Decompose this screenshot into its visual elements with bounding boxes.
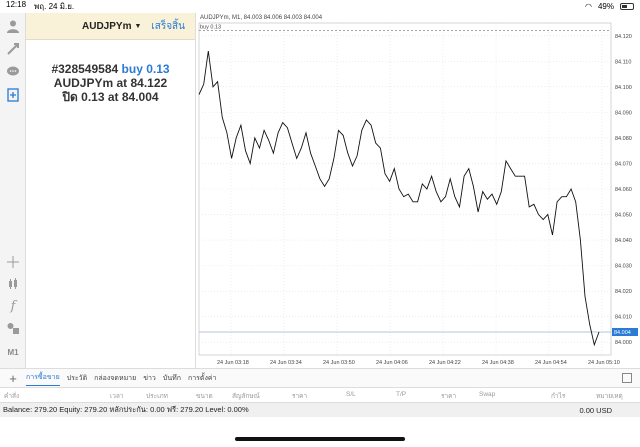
price-chart[interactable]: 84.120 84.110 84.100 84.090 84.080 84.070 84.0… bbox=[197, 13, 640, 368]
y-tick-label: 84.020 bbox=[615, 289, 632, 295]
price-line bbox=[198, 51, 600, 347]
status-time: 12:18 bbox=[6, 0, 27, 9]
left-toolbar: f M1 bbox=[0, 13, 26, 368]
x-tick-label: 24 Jun 04:22 bbox=[429, 360, 461, 366]
indicators-icon[interactable]: f bbox=[10, 298, 16, 314]
y-tick-label: 84.060 bbox=[615, 187, 632, 193]
x-tick-label: 24 Jun 05:10 bbox=[588, 360, 620, 366]
y-tick-label: 84.050 bbox=[615, 213, 632, 219]
current-price-badge bbox=[612, 328, 638, 337]
tab-news[interactable]: ข่าว bbox=[143, 374, 156, 382]
x-tick-label: 24 Jun 03:34 bbox=[270, 360, 302, 366]
wifi-icon: ◠ bbox=[585, 2, 592, 11]
col-time: เวลา bbox=[110, 393, 124, 400]
terminal-tabbar: + การซื้อขาย ประวัติ กล่องจดหมาย ข่าว บั… bbox=[0, 368, 640, 388]
current-price-label: 84.004 bbox=[614, 330, 631, 336]
order-panel-header: AUDJPYm ▼ เสร็จสิ้น bbox=[26, 13, 195, 40]
new-order-icon[interactable] bbox=[4, 86, 22, 104]
total-profit: 0.00 USD bbox=[579, 406, 612, 415]
add-icon[interactable]: + bbox=[9, 370, 17, 386]
y-tick-label: 84.010 bbox=[615, 315, 632, 321]
chat-icon[interactable] bbox=[4, 63, 22, 81]
col-swap: Swap bbox=[479, 391, 496, 398]
order-panel: AUDJPYm ▼ เสร็จสิ้น #328549584 buy 0.13 … bbox=[26, 13, 196, 368]
chart-svg: 84.120 84.110 84.100 84.090 84.080 84.070 84.0… bbox=[198, 22, 638, 366]
y-tick-label: 84.100 bbox=[615, 85, 632, 91]
col-current-price: ราคา bbox=[441, 393, 457, 400]
y-tick-label: 84.070 bbox=[615, 161, 632, 167]
orders-column-header: คำสั่ง เวลา ประเภท ขนาด สัญลักษณ์ ราคา S… bbox=[0, 388, 640, 402]
objects-icon[interactable] bbox=[4, 319, 22, 337]
order-type: buy 0.13 bbox=[121, 62, 170, 76]
y-tick-label: 84.090 bbox=[615, 110, 632, 116]
tab-trade[interactable]: การซื้อขาย bbox=[26, 370, 60, 386]
battery-icon bbox=[620, 3, 634, 10]
timeframe-m1[interactable]: M1 bbox=[7, 347, 19, 357]
col-sl: S/L bbox=[346, 391, 356, 398]
order-result: #328549584 buy 0.13 AUDJPYm at 84.122 ปิ… bbox=[26, 62, 195, 104]
trade-icon[interactable] bbox=[4, 40, 22, 58]
buy-level-label: buy 0.13 bbox=[200, 25, 221, 31]
battery-percent: 49% bbox=[597, 2, 614, 11]
col-symbol: สัญลักษณ์ bbox=[232, 393, 260, 400]
y-tick-label: 84.000 bbox=[615, 340, 632, 346]
y-tick-label: 84.110 bbox=[615, 59, 631, 65]
crosshair-icon[interactable] bbox=[4, 253, 22, 271]
tab-journal[interactable]: บันทึก bbox=[162, 374, 181, 382]
y-tick-label: 84.040 bbox=[615, 238, 632, 244]
col-price: ราคา bbox=[292, 393, 308, 400]
tab-settings[interactable]: การตั้งค่า bbox=[187, 374, 217, 382]
col-size: ขนาด bbox=[196, 393, 213, 400]
x-tick-label: 24 Jun 04:38 bbox=[482, 360, 514, 366]
tab-history[interactable]: ประวัติ bbox=[66, 374, 88, 382]
open-symbol: AUDJPYm at bbox=[53, 76, 128, 90]
expand-icon[interactable] bbox=[622, 373, 632, 383]
close-label: ปิด 0.13 at bbox=[62, 90, 119, 104]
col-tp: T/P bbox=[396, 391, 407, 398]
caret-down-icon: ▼ bbox=[134, 22, 142, 30]
tab-mailbox[interactable]: กล่องจดหมาย bbox=[94, 374, 137, 382]
symbol-dropdown[interactable]: AUDJPYm ▼ bbox=[82, 21, 141, 32]
close-price: 84.004 bbox=[121, 90, 159, 104]
x-tick-label: 24 Jun 04:54 bbox=[535, 360, 567, 366]
x-tick-label: 24 Jun 04:06 bbox=[376, 360, 408, 366]
chart-type-icon[interactable] bbox=[4, 275, 22, 293]
x-tick-label: 24 Jun 03:50 bbox=[323, 360, 355, 366]
order-ticket: #328549584 bbox=[51, 62, 119, 76]
x-tick-label: 24 Jun 03:18 bbox=[217, 360, 249, 366]
y-tick-label: 84.030 bbox=[615, 264, 632, 270]
chart-header: AUDJPYm, M1, 84.003 84.006 84.003 84.004 bbox=[200, 15, 323, 21]
col-profit: กำไร bbox=[551, 393, 566, 400]
status-bar: 12:18 พฤ. 24 มิ.ย. ◠ 49% bbox=[0, 0, 640, 13]
y-tick-label: 84.080 bbox=[615, 136, 632, 142]
balance-text: Balance: 279.20 Equity: 279.20 หลักประกั… bbox=[3, 405, 249, 414]
col-type: ประเภท bbox=[146, 393, 168, 400]
status-date: พฤ. 24 มิ.ย. bbox=[34, 2, 75, 11]
open-price: 84.122 bbox=[130, 76, 168, 90]
home-indicator[interactable] bbox=[235, 437, 405, 441]
done-button[interactable]: เสร็จสิ้น bbox=[151, 20, 185, 32]
symbol-label: AUDJPYm bbox=[82, 20, 132, 32]
account-icon[interactable] bbox=[4, 17, 22, 35]
y-tick-label: 84.120 bbox=[615, 34, 632, 40]
balance-bar: Balance: 279.20 Equity: 279.20 หลักประกั… bbox=[0, 402, 640, 417]
col-comment: หมายเหตุ bbox=[596, 393, 623, 400]
col-order: คำสั่ง bbox=[4, 393, 20, 400]
